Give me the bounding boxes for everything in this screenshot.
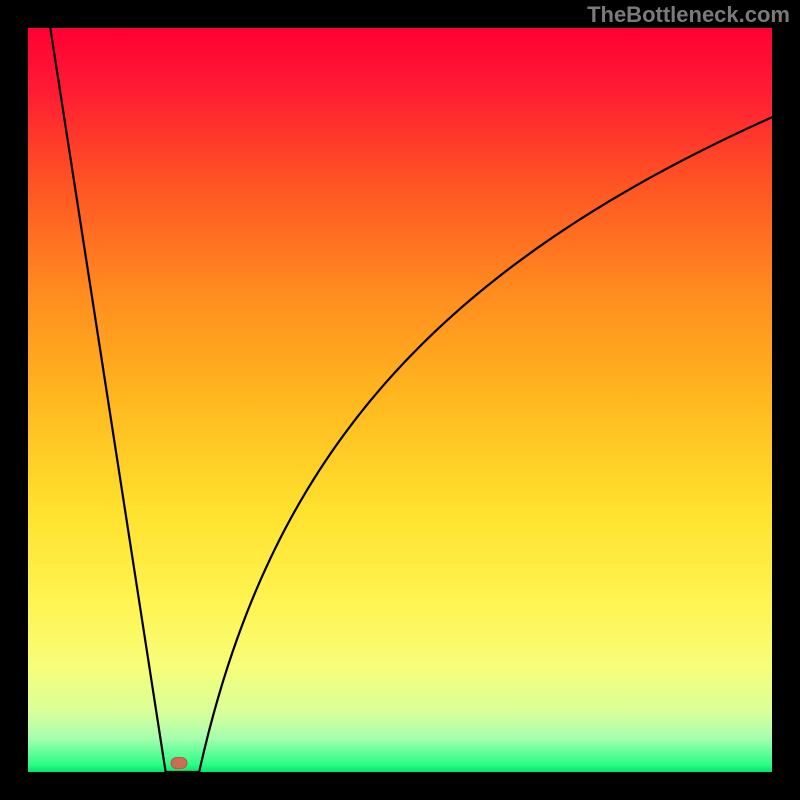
curve-path [50, 28, 772, 772]
bottleneck-curve [28, 28, 772, 772]
optimal-point-marker [171, 757, 188, 769]
plot-area [28, 28, 772, 772]
watermark-text: TheBottleneck.com [587, 2, 790, 28]
